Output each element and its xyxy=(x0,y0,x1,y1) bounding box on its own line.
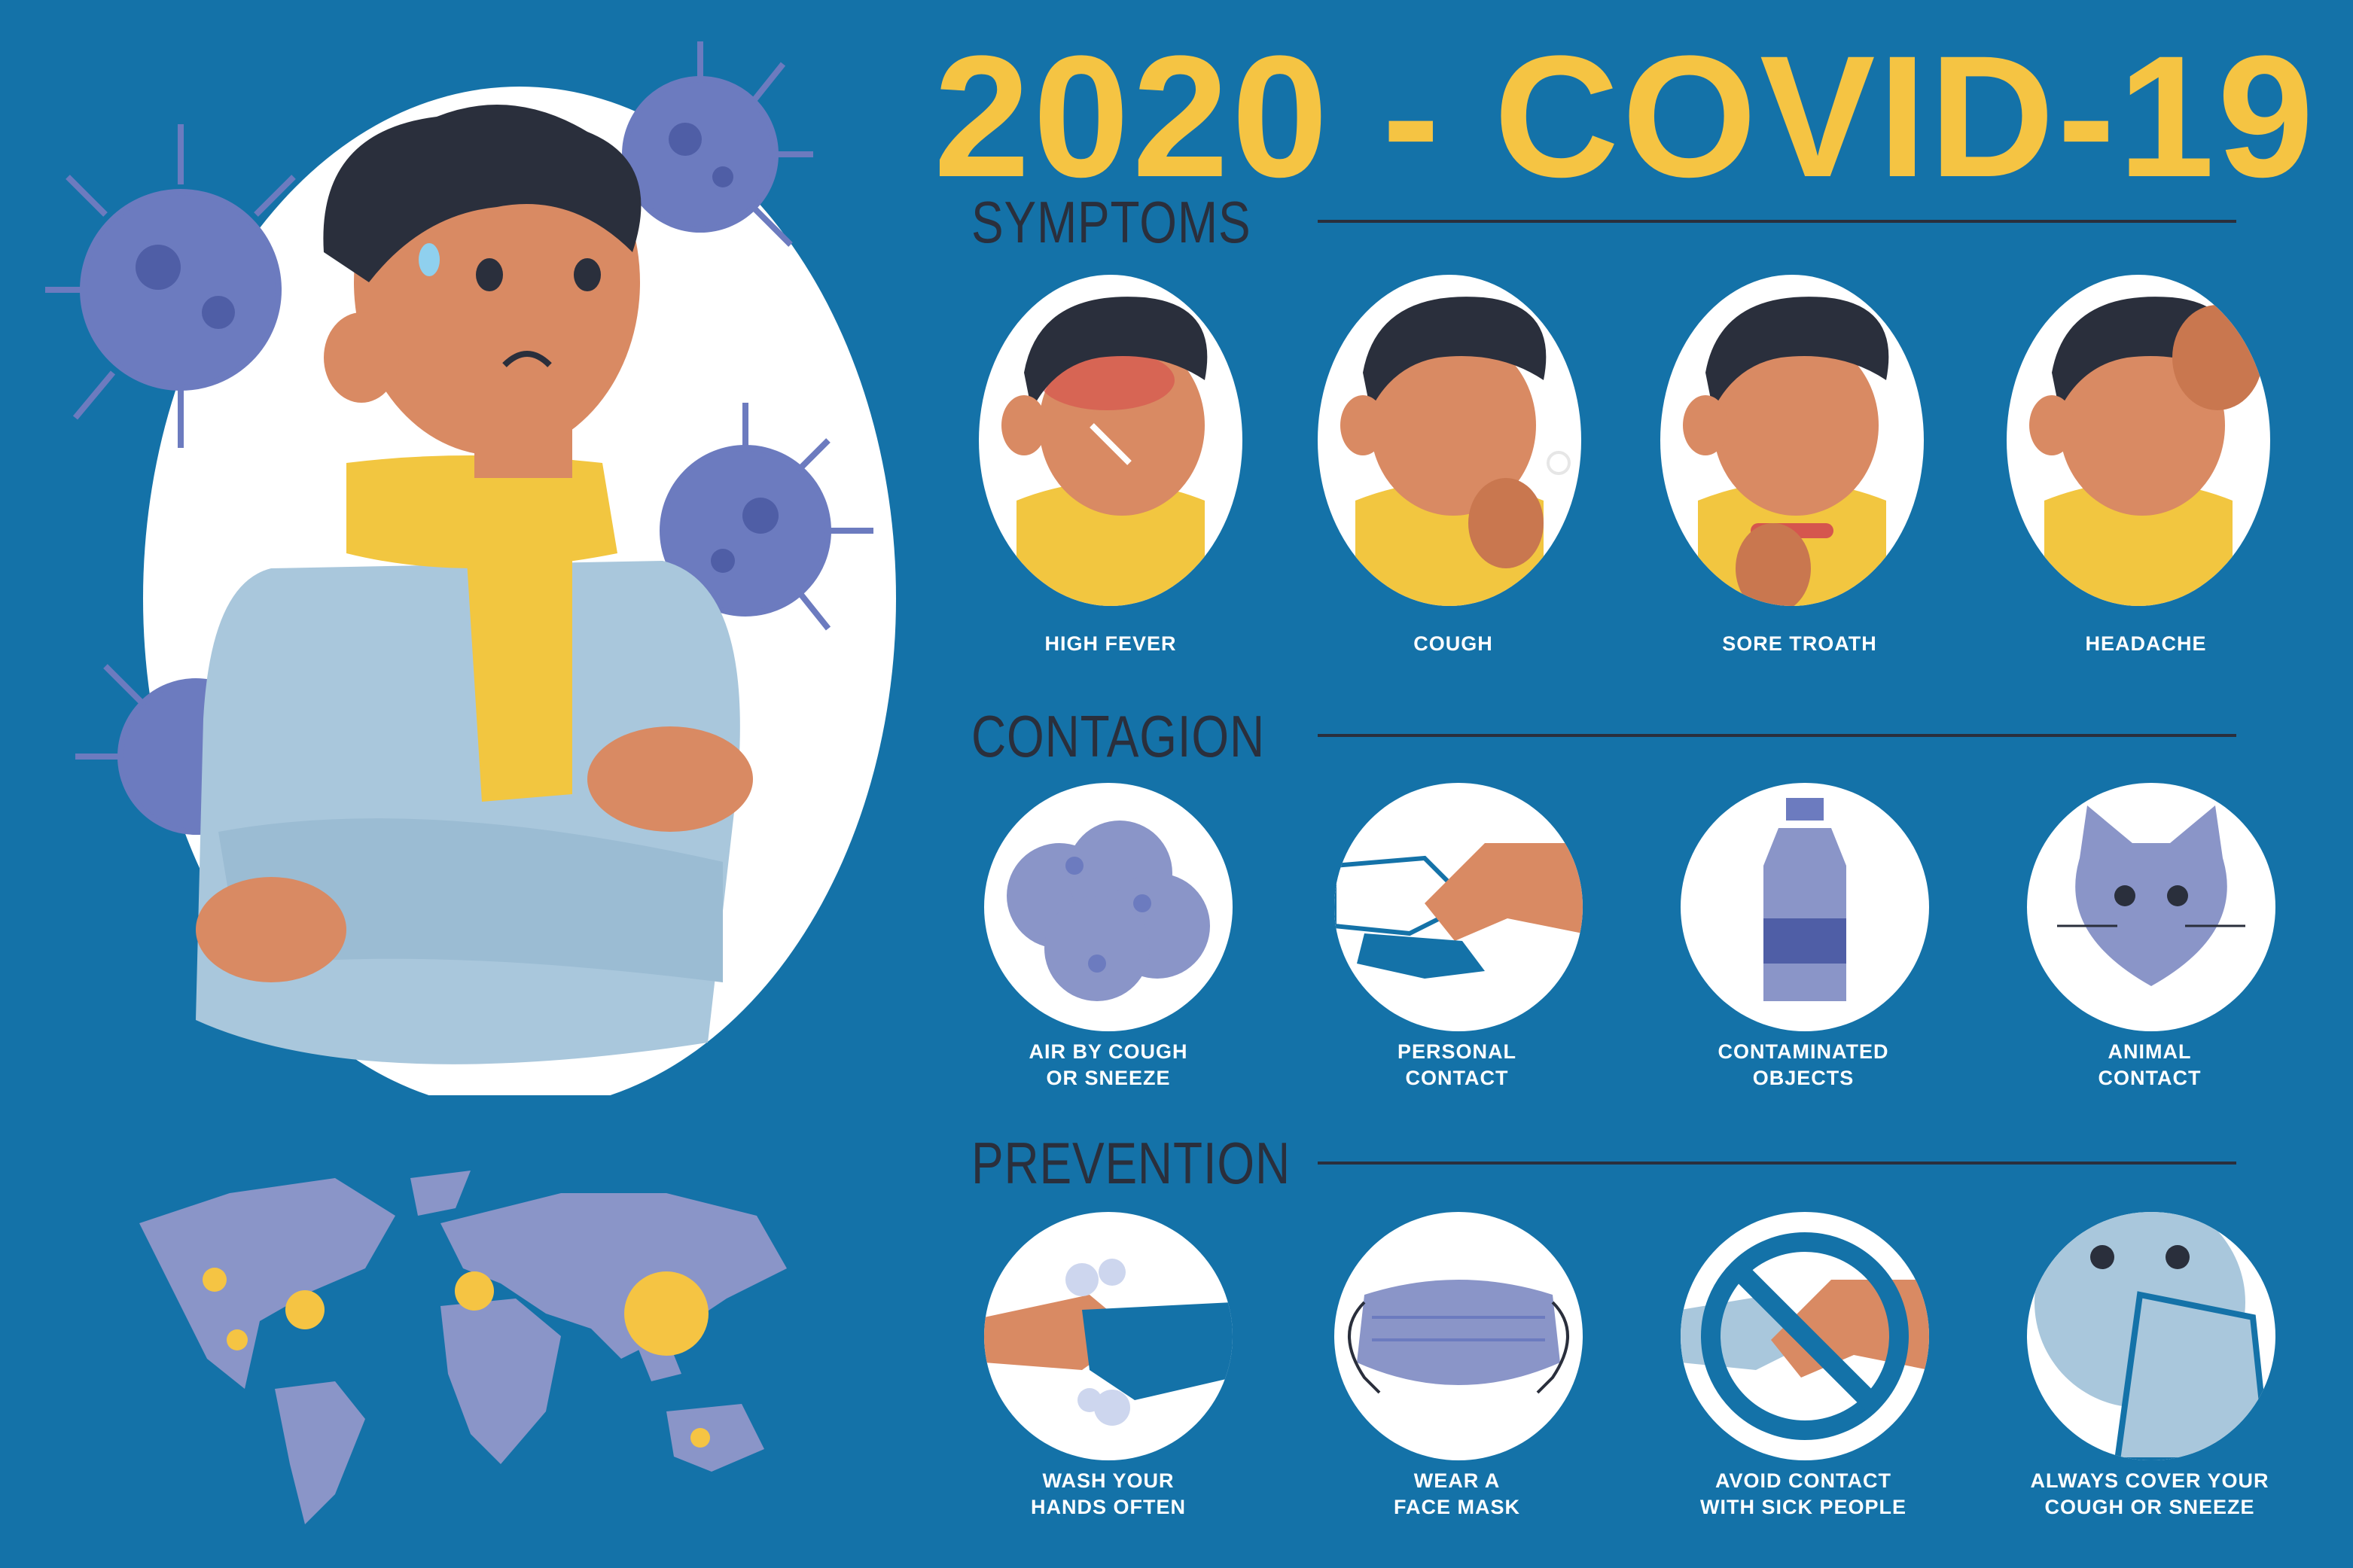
prevention-label-avoid-contact: AVOID CONTACT WITH SICK PEOPLE xyxy=(1653,1468,1954,1521)
contagion-label-air-line1: AIR BY COUGH xyxy=(1029,1040,1188,1063)
prevention-label-avoid-line2: WITH SICK PEOPLE xyxy=(1699,1496,1907,1518)
contagion-label-personal: PERSONAL CONTACT xyxy=(1306,1039,1608,1092)
sick-man-illustration xyxy=(45,41,904,1095)
contagion-card-personal xyxy=(1334,783,1583,1031)
page-title: 2020 - COVID-19 xyxy=(934,20,2317,213)
section-heading-prevention: PREVENTION xyxy=(971,1130,1291,1196)
contagion-label-animal: ANIMAL CONTACT xyxy=(1999,1039,2300,1092)
prevention-label-mask-line1: WEAR A xyxy=(1413,1469,1501,1492)
symptom-card-cough xyxy=(1318,275,1581,606)
symptom-label-fever: HIGH FEVER xyxy=(1044,632,1177,655)
prevention-label-cover-line1: ALWAYS COVER YOUR xyxy=(2030,1469,2269,1492)
symptom-label-sore-throat: SORE TROATH xyxy=(1722,632,1877,655)
prevention-label-face-mask: WEAR A FACE MASK xyxy=(1306,1468,1608,1521)
contagion-label-objects-line2: OBJECTS xyxy=(1752,1067,1855,1089)
section-heading-symptoms: SYMPTOMS xyxy=(971,189,1251,255)
contagion-label-personal-line2: CONTACT xyxy=(1405,1067,1509,1089)
contagion-label-animal-line1: ANIMAL xyxy=(2108,1040,2192,1063)
fever-icon xyxy=(1001,297,1208,606)
prevention-label-wash-line2: HANDS OFTEN xyxy=(1031,1496,1186,1518)
wash-hands-icon xyxy=(984,1259,1233,1426)
contagion-label-air: AIR BY COUGH OR SNEEZE xyxy=(958,1039,1259,1092)
contagion-label-objects-line1: CONTAMINATED xyxy=(1718,1040,1889,1063)
no-handshake-icon xyxy=(1681,1232,1929,1440)
prevention-card-avoid-contact xyxy=(1681,1212,1929,1460)
prevention-card-cover-sneeze xyxy=(2027,1212,2275,1460)
contagion-card-air xyxy=(984,783,1233,1031)
symptom-card-fever xyxy=(979,275,1242,606)
prevention-label-wash-line1: WASH YOUR xyxy=(1042,1469,1175,1492)
prevention-label-avoid-line1: AVOID CONTACT xyxy=(1715,1469,1891,1492)
contagion-label-air-line2: OR SNEEZE xyxy=(1046,1067,1171,1089)
section-heading-contagion: CONTAGION xyxy=(971,703,1265,769)
symptom-card-sore-throat xyxy=(1660,275,1924,606)
contagion-card-objects xyxy=(1681,783,1929,1031)
handshake-icon xyxy=(1334,843,1583,979)
prevention-label-wash-hands: WASH YOUR HANDS OFTEN xyxy=(958,1468,1259,1521)
contagion-label-objects: CONTAMINATED OBJECTS xyxy=(1653,1039,1954,1092)
contagion-card-animal xyxy=(2027,783,2275,1031)
symptom-label-headache: HEADACHE xyxy=(2085,632,2207,655)
prevention-label-cover-line2: COUGH OR SNEEZE xyxy=(2044,1496,2255,1518)
prevention-card-wash-hands xyxy=(984,1212,1233,1460)
contagion-label-personal-line1: PERSONAL xyxy=(1397,1040,1517,1063)
symptom-card-headache xyxy=(2007,275,2270,606)
prevention-label-cover-sneeze: ALWAYS COVER YOUR COUGH OR SNEEZE xyxy=(1999,1468,2300,1521)
bottle-icon xyxy=(1763,798,1846,1001)
section-divider-symptoms xyxy=(1318,220,2236,223)
section-divider-prevention xyxy=(1318,1162,2236,1165)
cover-sneeze-icon xyxy=(2034,1212,2272,1460)
world-map xyxy=(139,1163,817,1539)
face-mask-icon xyxy=(1348,1280,1569,1394)
headache-icon xyxy=(2029,297,2263,606)
cat-icon xyxy=(2057,805,2245,986)
prevention-label-mask-line2: FACE MASK xyxy=(1393,1496,1520,1518)
symptom-label-cough: COUGH xyxy=(1413,632,1493,655)
cough-icon xyxy=(1340,297,1571,606)
prevention-card-face-mask xyxy=(1334,1212,1583,1460)
sore-throat-icon xyxy=(1683,297,1889,606)
contagion-label-animal-line2: CONTACT xyxy=(2098,1067,2202,1089)
section-divider-contagion xyxy=(1318,734,2236,737)
air-cloud-icon xyxy=(1007,821,1210,1001)
